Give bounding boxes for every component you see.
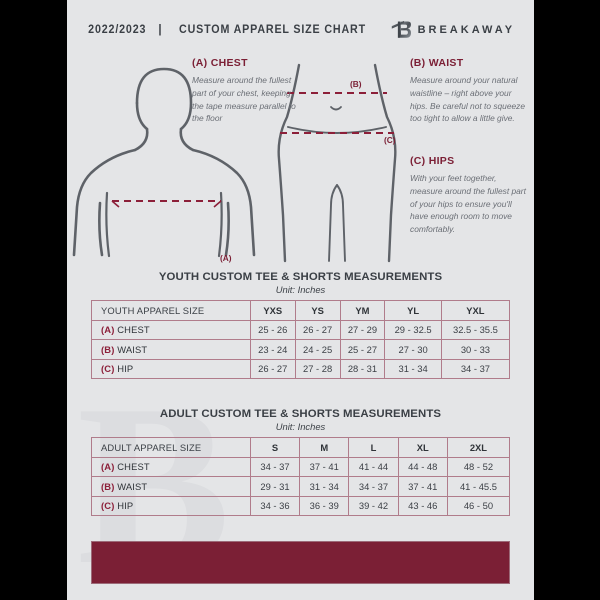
measurement-cell: 36 - 39 [299, 495, 350, 516]
waist-marker-label: (B) [350, 79, 362, 89]
measurement-cell: 27 - 29 [339, 319, 386, 340]
measurement-name: CHEST [114, 461, 150, 473]
youth-table-unit: Unit: Inches [275, 284, 326, 295]
measurement-cell: 31 - 34 [384, 358, 442, 379]
page-header: 2022/2023 | CUSTOM APPAREL SIZE CHART [67, 0, 534, 55]
measurement-cell: 23 - 24 [249, 339, 296, 360]
note-waist-body: Measure around your natural waistline – … [410, 75, 525, 124]
measurement-cell: 29 - 32.5 [384, 319, 442, 340]
note-chest-heading: (A) CHEST [192, 57, 248, 69]
adult-table-title: ADULT CUSTOM TEE & SHORTS MEASUREMENTS [159, 408, 442, 420]
size-header-yxl: YXL [440, 300, 511, 321]
measurement-label-waist: (B) WAIST [91, 339, 251, 360]
adult-section: ADULT CUSTOM TEE & SHORTS MEASUREMENTS U… [67, 408, 534, 516]
measurement-cell: 43 - 46 [397, 495, 448, 516]
measurement-cell: 37 - 41 [299, 456, 350, 477]
measurement-cell: 37 - 41 [397, 476, 448, 497]
measurement-cell: 41 - 44 [348, 456, 399, 477]
table-row: (B) WAIST 29 - 31 31 - 34 34 - 37 37 - 41 41 … [91, 476, 511, 497]
youth-section: YOUTH CUSTOM TEE & SHORTS MEASUREMENTS U… [67, 271, 534, 379]
measurement-cell: 34 - 37 [249, 456, 301, 477]
table-header-row: YOUTH APPAREL SIZE YXS YS YM YL YXL [91, 300, 511, 321]
measurement-tag: (C) [101, 363, 115, 375]
measurement-cell: 34 - 36 [249, 495, 301, 516]
measurement-cell: 48 - 52 [446, 456, 511, 477]
measurement-name: WAIST [114, 480, 148, 492]
measurement-name: WAIST [114, 343, 148, 355]
size-header-2xl: 2XL [446, 437, 511, 458]
note-chest: (A) CHEST Measure around the fullest par… [192, 57, 300, 125]
size-chart-page: B 2022/2023 | CUSTOM APPAREL SIZE CHART [67, 0, 534, 600]
size-column-header: YOUTH APPAREL SIZE [91, 300, 251, 321]
measurement-name: CHEST [114, 324, 150, 336]
table-row: (C) HIP 34 - 36 36 - 39 39 - 42 43 - 46 46 - … [91, 495, 511, 516]
measurement-tag: (C) [101, 500, 115, 512]
brand-name: BREAKAWAY [417, 24, 516, 36]
breakaway-b-logo-icon [391, 19, 411, 41]
size-header-xl: XL [397, 437, 448, 458]
measurement-cell: 41 - 45.5 [446, 476, 511, 497]
measurement-cell: 25 - 27 [339, 339, 386, 360]
measurement-tag: (B) [101, 343, 115, 355]
measurement-tag: (A) [101, 461, 115, 473]
table-row: (B) WAIST 23 - 24 24 - 25 25 - 27 27 - 30 30 … [91, 339, 511, 360]
measurement-cell: 25 - 26 [249, 319, 296, 340]
measurement-diagram: (A) (B) (C) [67, 55, 534, 263]
measurement-cell: 32.5 - 35.5 [440, 319, 511, 340]
measurement-cell: 34 - 37 [348, 476, 399, 497]
measurement-cell: 39 - 42 [348, 495, 399, 516]
measurement-cell: 26 - 27 [249, 358, 296, 379]
note-waist: (B) WAIST Measure around your natural wa… [410, 57, 528, 125]
table-row: (A) CHEST 25 - 26 26 - 27 27 - 29 29 - 32.5 3… [91, 319, 511, 340]
note-hips: (C) HIPS With your feet together, measur… [410, 155, 530, 236]
measurement-cell: 28 - 31 [339, 358, 386, 379]
table-row: (C) HIP 26 - 27 27 - 28 28 - 31 31 - 34 34 - … [91, 358, 511, 379]
adult-size-table: ADULT APPAREL SIZE S M L XL 2XL (A) CHEST 34 -… [91, 437, 511, 516]
table-row: (A) CHEST 34 - 37 37 - 41 41 - 44 44 - 48 48 … [91, 456, 511, 477]
measurement-cell: 44 - 48 [397, 456, 448, 477]
size-header-ym: YM [339, 300, 386, 321]
size-header-l: L [348, 437, 399, 458]
header-separator: | [158, 24, 162, 36]
measurement-tag: (B) [101, 480, 115, 492]
measurement-cell: 46 - 50 [446, 495, 511, 516]
footer-banner [91, 541, 510, 584]
measurement-cell: 26 - 27 [294, 319, 341, 340]
size-header-yl: YL [384, 300, 442, 321]
measurement-cell: 27 - 30 [384, 339, 442, 360]
size-header-ys: YS [294, 300, 341, 321]
hip-marker-label: (C) [384, 135, 396, 145]
note-chest-body: Measure around the fullest part of your … [192, 75, 296, 124]
measurement-label-hip: (C) HIP [91, 495, 251, 516]
measurement-cell: 29 - 31 [249, 476, 301, 497]
header-season: 2022/2023 [88, 24, 147, 36]
measurement-label-hip: (C) HIP [91, 358, 251, 379]
measurement-label-chest: (A) CHEST [91, 456, 251, 477]
brand-lockup: BREAKAWAY [391, 19, 516, 41]
adult-table-unit: Unit: Inches [275, 421, 326, 432]
table-header-row: ADULT APPAREL SIZE S M L XL 2XL [91, 437, 511, 458]
measurement-tag: (A) [101, 324, 115, 336]
note-hips-heading: (C) HIPS [410, 155, 455, 167]
measurement-cell: 30 - 33 [440, 339, 511, 360]
size-header-yxs: YXS [249, 300, 296, 321]
measurement-cell: 27 - 28 [294, 358, 341, 379]
youth-size-table: YOUTH APPAREL SIZE YXS YS YM YL YXL (A) CHEST… [91, 300, 511, 379]
page-title: CUSTOM APPAREL SIZE CHART [178, 24, 366, 36]
measurement-cell: 24 - 25 [294, 339, 341, 360]
measurement-cell: 31 - 34 [299, 476, 350, 497]
measurement-name: HIP [114, 363, 134, 375]
size-header-s: S [249, 437, 301, 458]
size-header-m: M [299, 437, 350, 458]
measurement-label-chest: (A) CHEST [91, 319, 251, 340]
chest-marker-label: (A) [220, 253, 232, 263]
measurement-cell: 34 - 37 [440, 358, 511, 379]
size-column-header: ADULT APPAREL SIZE [91, 437, 251, 458]
note-waist-heading: (B) WAIST [410, 57, 464, 69]
note-hips-body: With your feet together, measure around … [410, 173, 526, 235]
youth-table-title: YOUTH CUSTOM TEE & SHORTS MEASUREMENTS [158, 271, 443, 283]
measurement-name: HIP [114, 500, 134, 512]
measurement-label-waist: (B) WAIST [91, 476, 251, 497]
